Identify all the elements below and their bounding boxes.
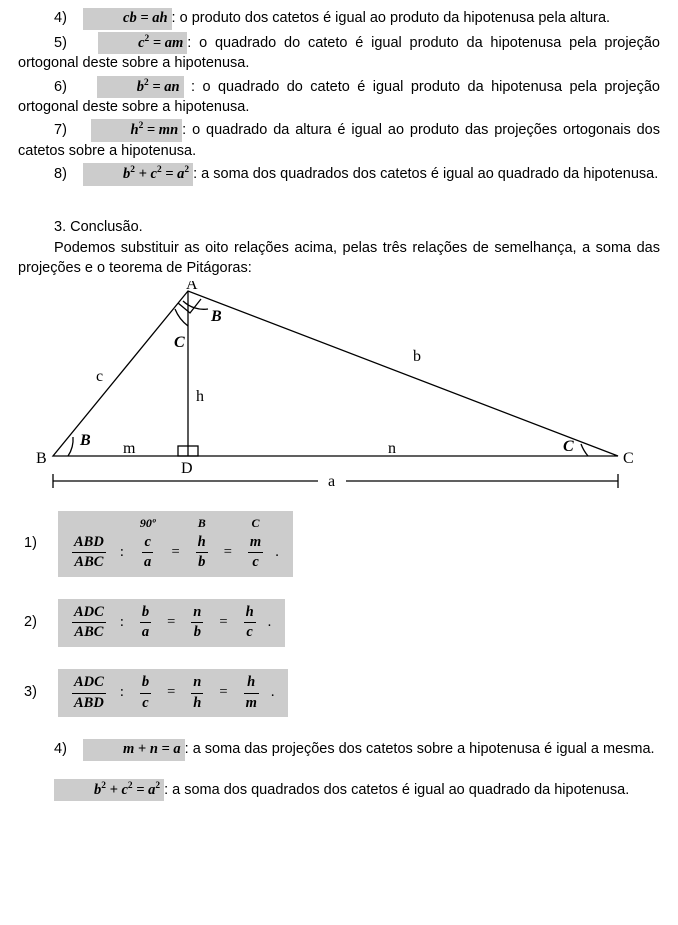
side-b: b — [413, 348, 421, 365]
angle-b-base: B — [79, 432, 91, 449]
tail-text: : a soma das projeções dos catetos sobre… — [185, 741, 655, 757]
tail-formula: b2 + c2 = a2 — [54, 779, 164, 801]
tail-item: b2 + c2 = a2: a soma dos quadrados dos c… — [18, 779, 660, 801]
altitude-h: h — [196, 388, 204, 405]
similarity-relations: 1) 90ºBC ABDABC : ca = hb = mc . 2) — [18, 511, 660, 718]
angle-b-top: B — [210, 308, 222, 325]
item-formula: cb = ah — [83, 8, 172, 30]
base-a: a — [328, 473, 335, 490]
relation-item: 6) b2 = an : o quadrado do cateto é igua… — [18, 76, 660, 118]
relation-box: ADCABC : ba = nb = hc . — [58, 599, 285, 647]
tail-item: 4) m + n = a: a soma das projeções dos c… — [18, 739, 660, 761]
relation-box: 90ºBC ABDABC : ca = hb = mc . — [58, 511, 293, 577]
angle-c-top: C — [174, 334, 185, 351]
side-c: c — [96, 368, 103, 385]
item-formula: b2 + c2 = a2 — [83, 163, 193, 185]
vertex-b: B — [36, 450, 47, 467]
relation-item: 7) h2 = mn: o quadrado da altura é igual… — [18, 119, 660, 161]
vertex-a: A — [186, 281, 198, 293]
segment-m: m — [123, 440, 136, 457]
item-formula: b2 = an — [97, 76, 184, 98]
similarity-relation: 1) 90ºBC ABDABC : ca = hb = mc . — [18, 511, 660, 577]
item-text: : o produto dos catetos é igual ao produ… — [172, 10, 611, 26]
item-text: : a soma dos quadrados dos catetos é igu… — [193, 166, 658, 182]
relation-item: 4) cb = ah: o produto dos catetos é igua… — [18, 8, 660, 30]
relation-number: 3) — [18, 683, 58, 703]
tail-formula: m + n = a — [83, 739, 185, 761]
segment-n: n — [388, 440, 396, 457]
relations-list: 4) cb = ah: o produto dos catetos é igua… — [18, 8, 660, 186]
relation-item: 8) b2 + c2 = a2: a soma dos quadrados do… — [18, 163, 660, 185]
section-intro: Podemos substituir as oito relações acim… — [18, 239, 660, 278]
item-formula: h2 = mn — [91, 119, 183, 141]
item-formula: c2 = am — [98, 32, 187, 54]
relation-item: 5) c2 = am: o quadrado do cateto é igual… — [18, 32, 660, 74]
similarity-relation: 3) ADCABD : bc = nh = hm . — [18, 669, 660, 717]
tail-text: : a soma dos quadrados dos catetos é igu… — [164, 781, 629, 797]
angle-c-base: C — [563, 438, 574, 455]
item-number: 6) — [54, 78, 67, 94]
relation-number: 1) — [18, 534, 58, 554]
tail-items: 4) m + n = a: a soma das projeções dos c… — [18, 739, 660, 801]
relation-box: ADCABD : bc = nh = hm . — [58, 669, 288, 717]
item-number: 5) — [54, 34, 67, 50]
relation-number: 2) — [18, 613, 58, 633]
item-number: 8) — [54, 166, 67, 182]
triangle-diagram: A B C D B C B C c b h m n a — [18, 281, 638, 501]
section-heading: 3. Conclusão. — [18, 218, 660, 238]
tail-number: 4) — [54, 741, 67, 757]
similarity-relation: 2) ADCABC : ba = nb = hc . — [18, 599, 660, 647]
vertex-d: D — [181, 460, 193, 477]
vertex-c: C — [623, 450, 634, 467]
item-number: 7) — [54, 122, 67, 138]
item-number: 4) — [54, 10, 67, 26]
